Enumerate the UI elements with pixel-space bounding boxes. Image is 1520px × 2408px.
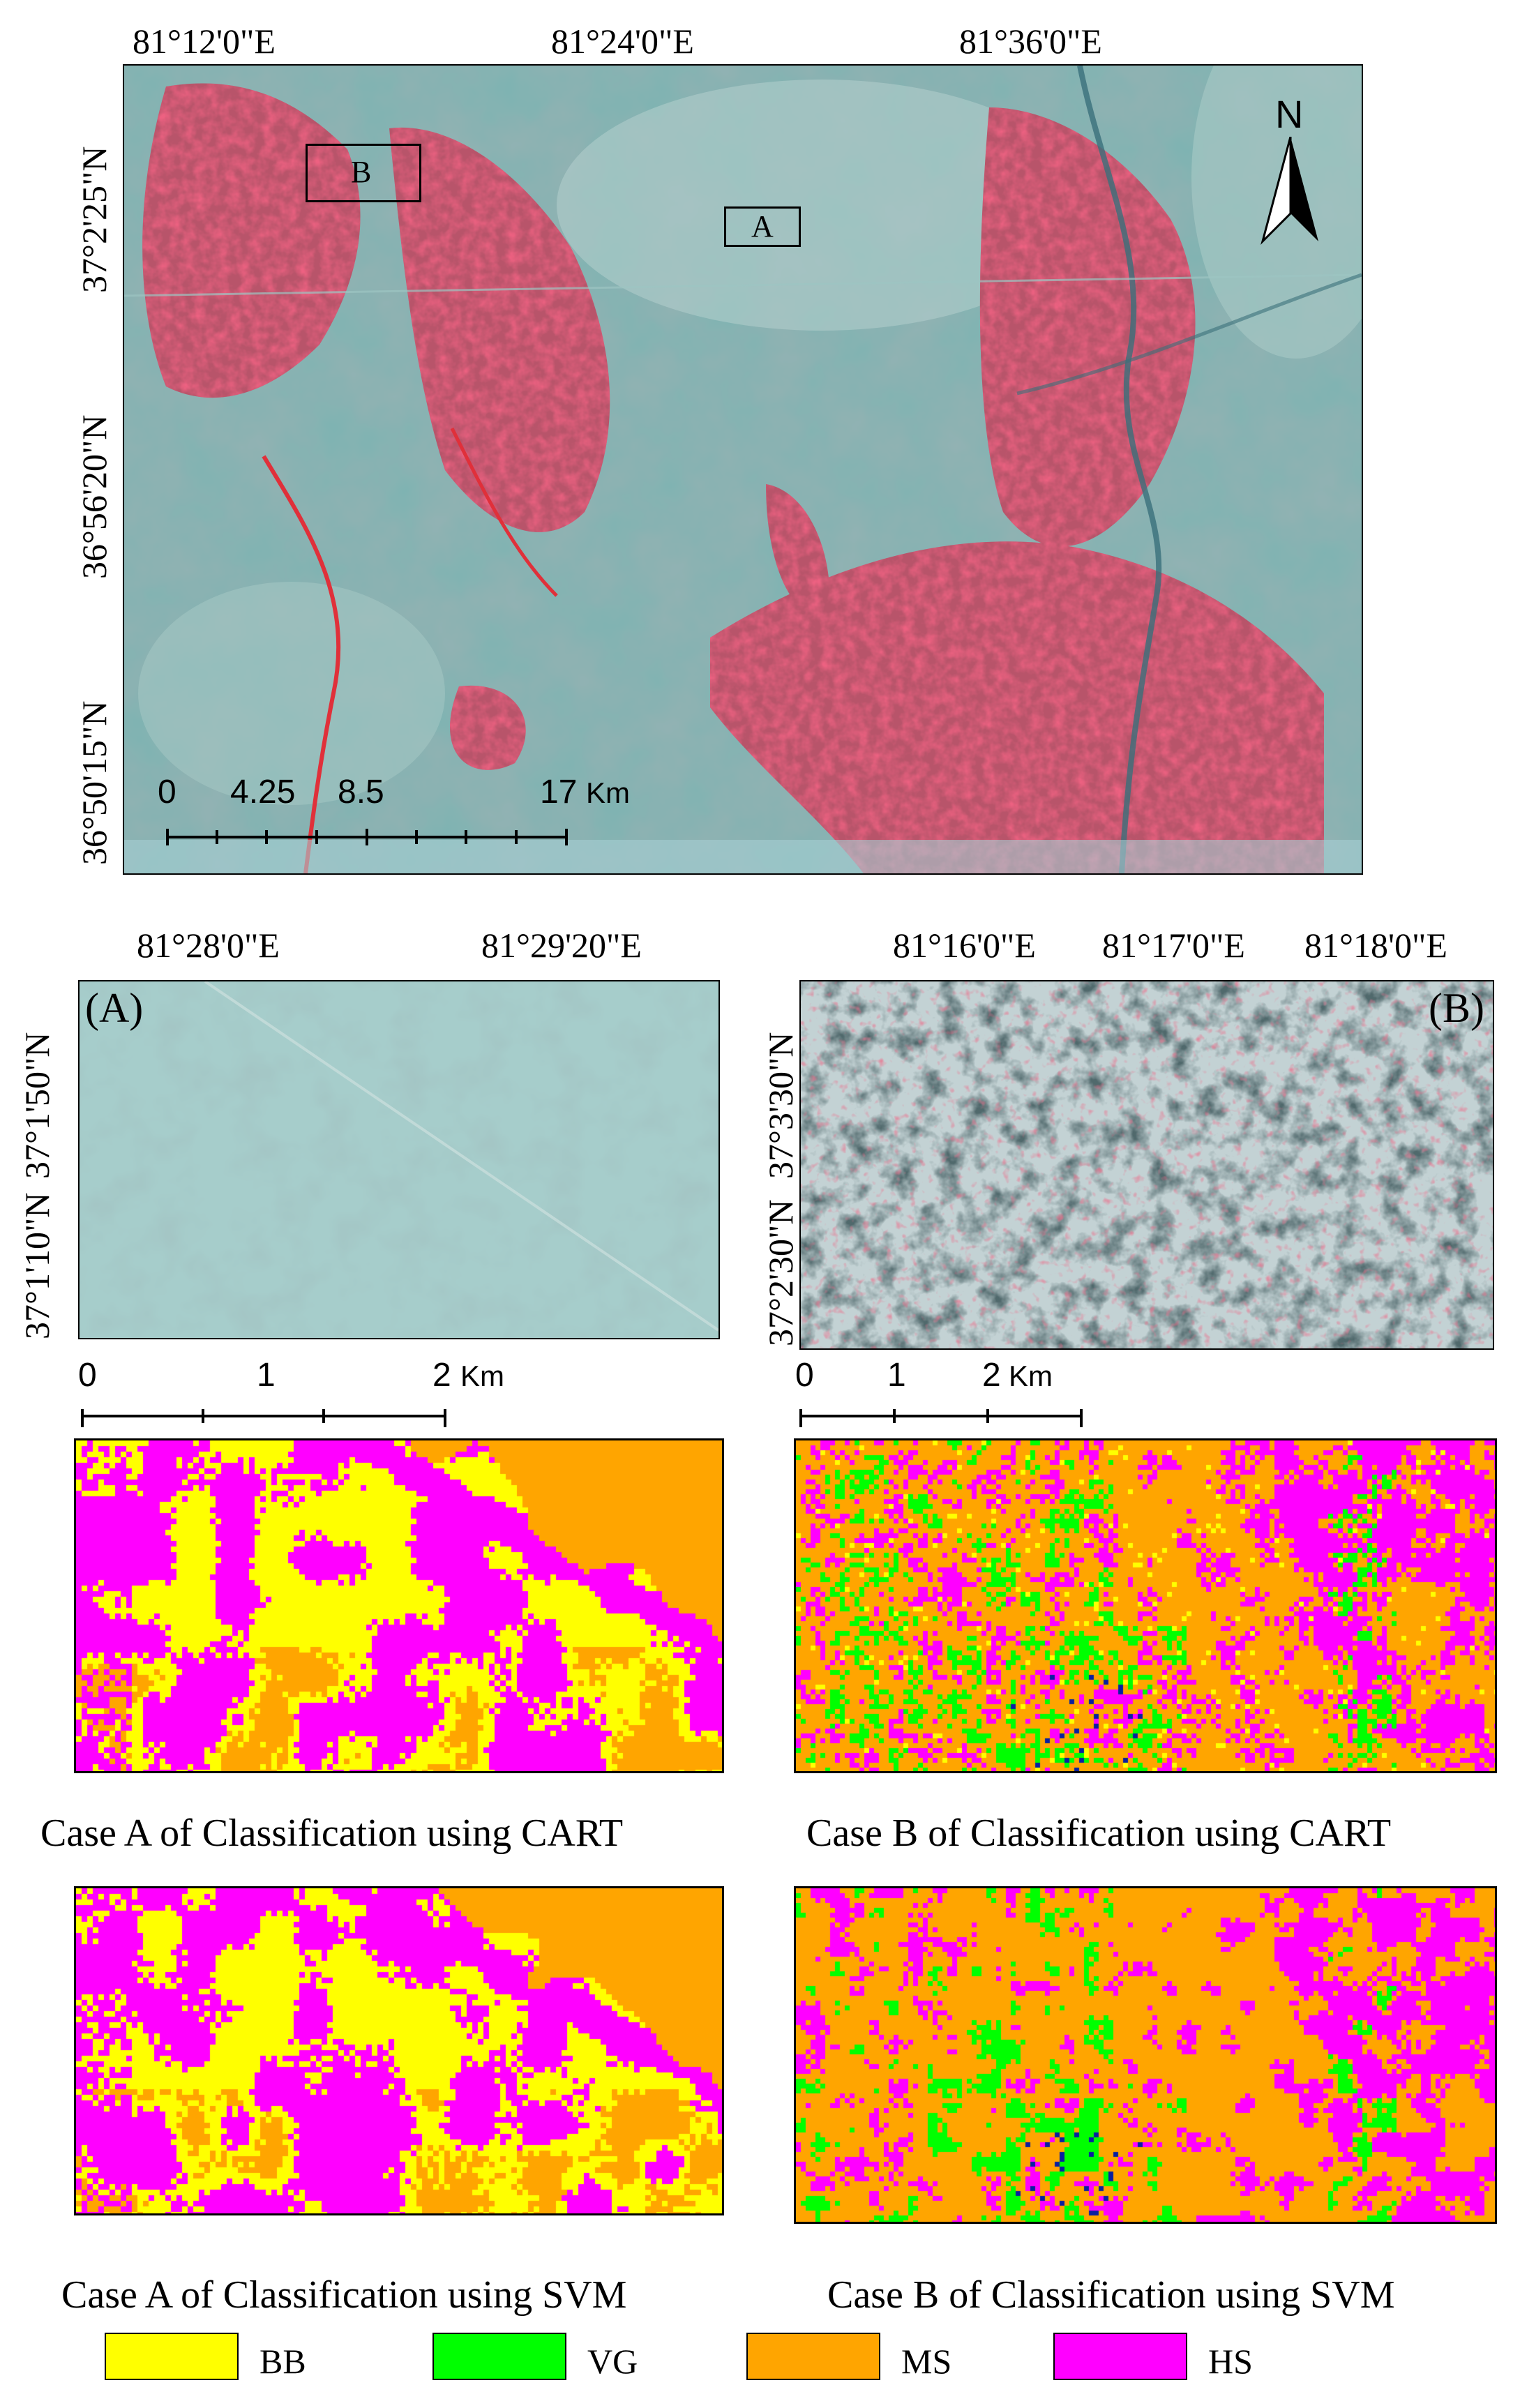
main-map-lat-label-3: 36°50'15"N — [75, 700, 114, 865]
caption-b-svm: Case B of Classification using SVM — [827, 2273, 1395, 2317]
study-box-b: B — [306, 144, 421, 202]
main-scale-label-425: 4.25 — [230, 774, 296, 811]
inset-a-scale-km: Km — [460, 1360, 504, 1392]
caption-b-cart: Case B of Classification using CART — [806, 1812, 1392, 1855]
legend-swatch-vg — [432, 2333, 566, 2380]
legend: BB VG MS HS — [105, 2331, 1500, 2387]
main-map-lon-label-1: 81°12'0"E — [133, 22, 276, 61]
inset-a-image — [78, 980, 720, 1339]
legend-label-ms: MS — [901, 2342, 952, 2381]
inset-b-lat-label-2: 37°2'30"N — [761, 1199, 800, 1346]
north-arrow: N — [1256, 95, 1325, 248]
main-scale-label-km: Km — [586, 776, 630, 809]
main-map-lon-label-2: 81°24'0"E — [551, 22, 694, 61]
classification-b-svm — [794, 1886, 1497, 2224]
inset-b-scale-bar — [799, 1409, 1083, 1427]
classification-b-cart — [794, 1438, 1497, 1773]
inset-a-panel-label: (A) — [85, 985, 144, 1031]
inset-a-scale-0: 0 — [78, 1357, 97, 1394]
inset-b-lon-label-3: 81°18'0"E — [1304, 926, 1447, 965]
main-scale-label-17: 17 — [540, 774, 578, 811]
inset-b-lon-label-1: 81°16'0"E — [893, 926, 1036, 965]
inset-b-panel-label: (B) — [1429, 985, 1484, 1031]
inset-b-scale-km: Km — [1009, 1360, 1053, 1392]
study-box-a-label: A — [751, 209, 774, 243]
inset-b-lat-label-1: 37°3'30"N — [761, 1032, 800, 1179]
north-arrow-label: N — [1275, 92, 1304, 136]
legend-swatch-bb — [105, 2333, 239, 2380]
caption-a-svm: Case A of Classification using SVM — [61, 2273, 627, 2317]
legend-label-hs: HS — [1208, 2342, 1253, 2381]
inset-a-scale-bar — [81, 1409, 446, 1427]
classification-b-svm-canvas — [796, 1888, 1495, 2222]
study-box-a: A — [724, 206, 801, 247]
classification-a-svm — [74, 1886, 724, 2215]
inset-b-scale-2: 2 — [982, 1357, 1001, 1394]
inset-b-scale-0: 0 — [795, 1357, 814, 1394]
classification-b-cart-canvas — [796, 1440, 1495, 1771]
inset-b-lon-label-2: 81°17'0"E — [1102, 926, 1245, 965]
north-arrow-icon — [1261, 137, 1318, 246]
main-map-lon-label-3: 81°36'0"E — [959, 22, 1102, 61]
main-scale-label-0: 0 — [158, 774, 176, 811]
legend-swatch-hs — [1053, 2333, 1187, 2380]
inset-a-lon-label-1: 81°28'0"E — [137, 926, 280, 965]
inset-a-lat-label-2: 37°1'10"N — [17, 1192, 57, 1339]
inset-a-lon-label-2: 81°29'20"E — [481, 926, 642, 965]
inset-a-scale-2: 2 — [432, 1357, 451, 1394]
study-box-b-label: B — [351, 155, 372, 189]
classification-a-svm-canvas — [76, 1888, 722, 2213]
main-map-lat-label-2: 36°56'20"N — [75, 414, 114, 579]
legend-label-vg: VG — [587, 2342, 638, 2381]
caption-a-cart: Case A of Classification using CART — [40, 1812, 624, 1855]
inset-a-scale-1: 1 — [257, 1357, 276, 1394]
classification-a-cart — [74, 1438, 724, 1773]
main-map-panel: 81°12'0"E 81°24'0"E 81°36'0"E 37°2'25"N … — [0, 0, 1520, 879]
main-scale-label-85: 8.5 — [338, 774, 384, 811]
main-map-lat-label-1: 37°2'25"N — [75, 146, 114, 293]
inset-b-image — [799, 980, 1494, 1350]
classification-a-cart-canvas — [76, 1440, 722, 1771]
inset-a-lat-label-1: 37°1'50"N — [17, 1032, 57, 1179]
main-scale-bar — [166, 829, 568, 845]
legend-label-bb: BB — [259, 2342, 306, 2381]
legend-swatch-ms — [746, 2333, 880, 2380]
inset-b-scale-1: 1 — [887, 1357, 906, 1394]
